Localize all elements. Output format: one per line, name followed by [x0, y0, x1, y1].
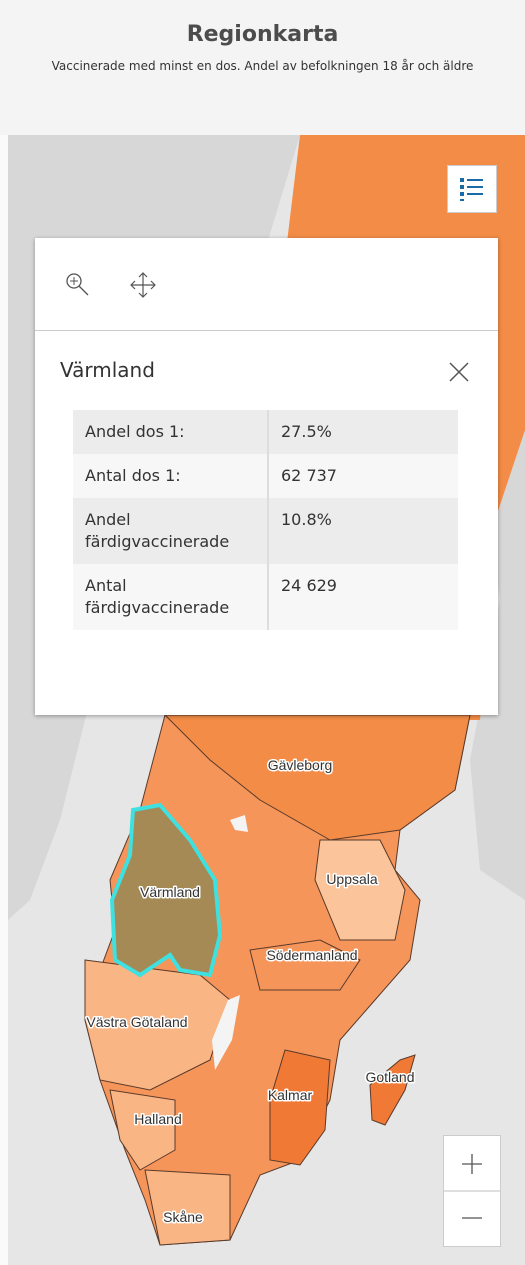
region-label: Gotland — [365, 1069, 414, 1085]
value-cell: 24 629 — [281, 576, 337, 595]
region-label: Kalmar — [268, 1087, 313, 1103]
legend-button[interactable] — [447, 165, 497, 213]
close-button[interactable] — [447, 360, 471, 384]
label-cell: Andel dos 1: — [73, 410, 269, 454]
table-row: Antal dos 1: 62 737 — [73, 454, 458, 498]
table-row: Andel dos 1: 27.5% — [73, 410, 458, 454]
popup-title: Värmland — [60, 358, 155, 382]
region-label: Västra Götaland — [86, 1014, 187, 1030]
popup-tools — [35, 238, 498, 331]
value-cell: 62 737 — [281, 466, 337, 485]
header: Regionkarta Vaccinerade med minst en dos… — [0, 0, 525, 135]
attribute-table: Andel dos 1: 27.5% Antal dos 1: 62 737 Andel… — [73, 410, 458, 630]
subtitle: Vaccinerade med minst en dos. Andel av b… — [51, 59, 474, 73]
zoom-controls — [443, 1135, 501, 1247]
label-cell: Andel färdigvaccinerade — [73, 498, 269, 564]
pan-icon[interactable] — [128, 270, 158, 300]
value-cell: 27.5% — [281, 422, 332, 441]
region-label: Gävleborg — [268, 757, 333, 773]
region-label: Södermanland — [266, 947, 357, 963]
value-cell: 10.8% — [281, 510, 332, 529]
title: Regionkarta — [186, 22, 339, 47]
region-label: Skåne — [163, 1209, 203, 1225]
table-row: Andel färdigvaccinerade 10.8% — [73, 498, 458, 564]
label-cell: Antal färdigvaccinerade — [73, 564, 269, 630]
popup: Värmland Andel dos 1: 27.5% Antal dos 1: 62… — [35, 238, 498, 715]
region-label: Värmland — [140, 884, 200, 900]
region-label: Uppsala — [326, 871, 378, 887]
label-cell: Antal dos 1: — [73, 454, 269, 498]
region-label: Halland — [134, 1111, 181, 1127]
zoom-to-icon[interactable] — [63, 270, 93, 300]
table-row: Antal färdigvaccinerade 24 629 — [73, 564, 458, 630]
